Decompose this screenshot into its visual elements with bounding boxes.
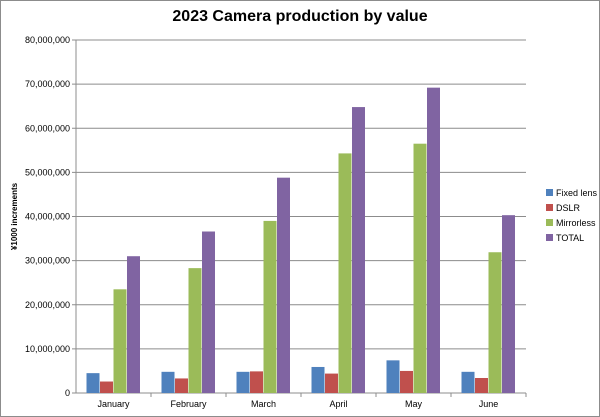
y-tick-label: 10,000,000 [25, 344, 70, 354]
x-tick-label: January [97, 399, 130, 409]
bar [338, 153, 352, 393]
bar [352, 107, 365, 393]
legend-swatch [546, 204, 553, 211]
legend-swatch [546, 219, 553, 226]
y-tick-label: 50,000,000 [25, 167, 70, 177]
bar [100, 381, 113, 393]
y-tick-label: 20,000,000 [25, 300, 70, 310]
legend-label: Mirrorless [556, 218, 596, 228]
bar [113, 289, 127, 393]
x-tick-label: March [251, 399, 276, 409]
chart-title: 2023 Camera production by value [172, 8, 428, 25]
y-axis-title: ¥1000 increments [10, 182, 19, 250]
bar [202, 231, 215, 393]
bar [325, 373, 338, 393]
legend-label: TOTAL [556, 233, 584, 243]
x-tick-label: April [329, 399, 347, 409]
x-tick-label: February [170, 399, 207, 409]
x-tick-label: May [405, 399, 423, 409]
bar [188, 268, 202, 393]
y-tick-label: 30,000,000 [25, 256, 70, 266]
bar [427, 87, 440, 393]
bar [400, 370, 413, 393]
bar [386, 360, 400, 393]
y-tick-label: 0 [65, 388, 70, 398]
legend-label: Fixed lens [556, 188, 598, 198]
bar [175, 378, 188, 393]
legend-swatch [546, 189, 553, 196]
y-tick-label: 60,000,000 [25, 123, 70, 133]
bar [277, 177, 290, 393]
bar [250, 371, 263, 393]
bar [263, 220, 277, 393]
bar [475, 377, 488, 393]
bar [461, 371, 475, 393]
y-tick-label: 40,000,000 [25, 212, 70, 222]
bar [311, 366, 325, 393]
bar [127, 256, 140, 393]
legend-label: DSLR [556, 203, 581, 213]
bar [161, 371, 175, 393]
bar [86, 373, 100, 393]
bar [413, 143, 427, 393]
bar [236, 371, 250, 393]
x-tick-label: June [479, 399, 499, 409]
legend-swatch [546, 234, 553, 241]
bar [488, 252, 502, 393]
y-tick-label: 70,000,000 [25, 79, 70, 89]
bar [502, 215, 515, 393]
y-tick-label: 80,000,000 [25, 35, 70, 45]
